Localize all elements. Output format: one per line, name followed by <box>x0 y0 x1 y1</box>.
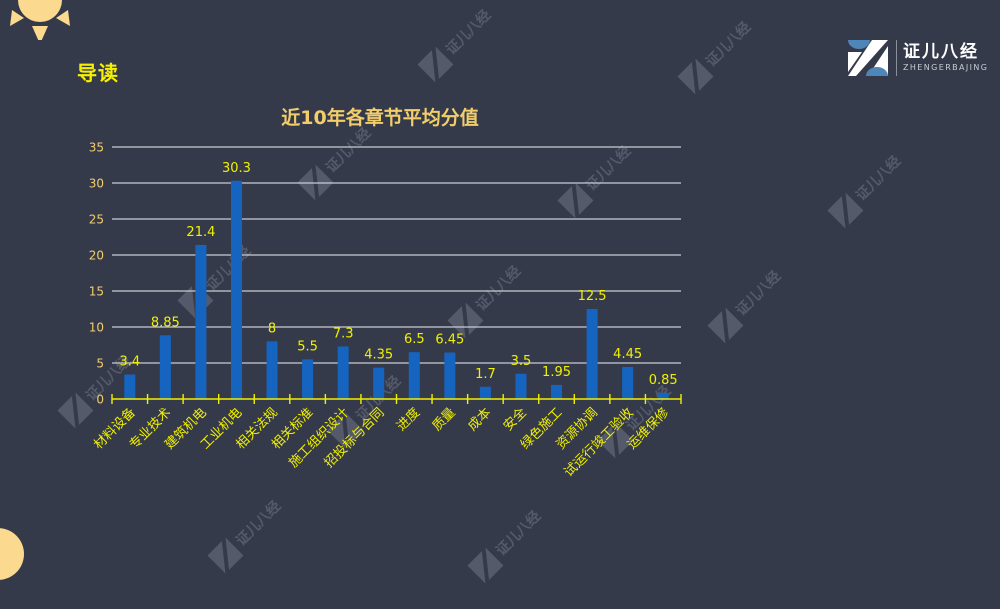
data-label: 0.85 <box>649 373 678 388</box>
bar <box>337 346 349 399</box>
data-label: 3.4 <box>119 355 140 370</box>
brand-logo: 证儿八经 ZHENGERBAJING <box>846 38 988 78</box>
brand-logo-icon <box>848 40 888 76</box>
data-label: 6.45 <box>435 333 464 348</box>
data-label: 4.35 <box>364 348 393 363</box>
bars <box>124 180 669 399</box>
x-tick-label: 安全 <box>500 405 530 435</box>
bar <box>266 341 278 399</box>
data-label: 30.3 <box>222 161 251 176</box>
y-tick-label: 35 <box>89 141 104 155</box>
y-tick-label: 5 <box>96 357 104 371</box>
bar <box>302 359 314 399</box>
data-label: 1.95 <box>542 365 571 380</box>
data-label: 12.5 <box>578 289 607 304</box>
bar <box>444 352 456 399</box>
bar-chart: 0 5 10 15 20 25 30 35 3.4 8.85 21.4 30.3 8 5.5 7.3 4.3… <box>89 141 682 481</box>
bar <box>408 352 420 399</box>
bar <box>515 373 527 399</box>
logo-divider <box>896 40 897 76</box>
bar <box>622 366 634 399</box>
bar <box>124 374 136 399</box>
chart-title: 近10年各章节平均分值 <box>281 107 479 129</box>
sun-decoration-icon <box>10 0 70 40</box>
brand-name: 证儿八经 <box>903 42 979 62</box>
data-label: 1.7 <box>475 367 496 382</box>
bar <box>586 309 598 399</box>
section-title: 导读 <box>77 61 119 85</box>
brand-subtitle: ZHENGERBAJING <box>903 63 989 72</box>
x-tick-label: 成本 <box>465 405 494 434</box>
x-tick-label: 进度 <box>393 405 423 435</box>
data-label: 8.85 <box>151 315 180 330</box>
data-labels: 3.4 8.85 21.4 30.3 8 5.5 7.3 4.35 6.5 6.45 1.7 3.5 1… <box>119 161 677 388</box>
bar <box>159 335 171 399</box>
bar <box>551 384 563 399</box>
bar <box>479 386 491 399</box>
bar <box>195 244 207 399</box>
data-label: 6.5 <box>404 332 425 347</box>
bar <box>230 180 242 399</box>
y-tick-label: 0 <box>96 393 104 407</box>
x-axis <box>111 394 682 404</box>
data-label: 4.45 <box>613 347 642 362</box>
y-tick-label: 25 <box>89 213 104 227</box>
y-axis-labels: 0 5 10 15 20 25 30 35 <box>89 141 104 407</box>
y-tick-label: 15 <box>89 285 104 299</box>
x-tick-label: 质量 <box>430 405 459 434</box>
data-label: 3.5 <box>511 354 532 369</box>
y-tick-label: 20 <box>89 249 104 263</box>
bar <box>657 392 669 399</box>
y-tick-label: 30 <box>89 177 104 191</box>
data-label: 8 <box>268 321 276 336</box>
data-label: 7.3 <box>333 326 354 341</box>
data-label: 5.5 <box>297 339 318 354</box>
bar <box>373 367 385 399</box>
data-label: 21.4 <box>186 225 215 240</box>
y-tick-label: 10 <box>89 321 104 335</box>
gridlines <box>112 146 681 364</box>
